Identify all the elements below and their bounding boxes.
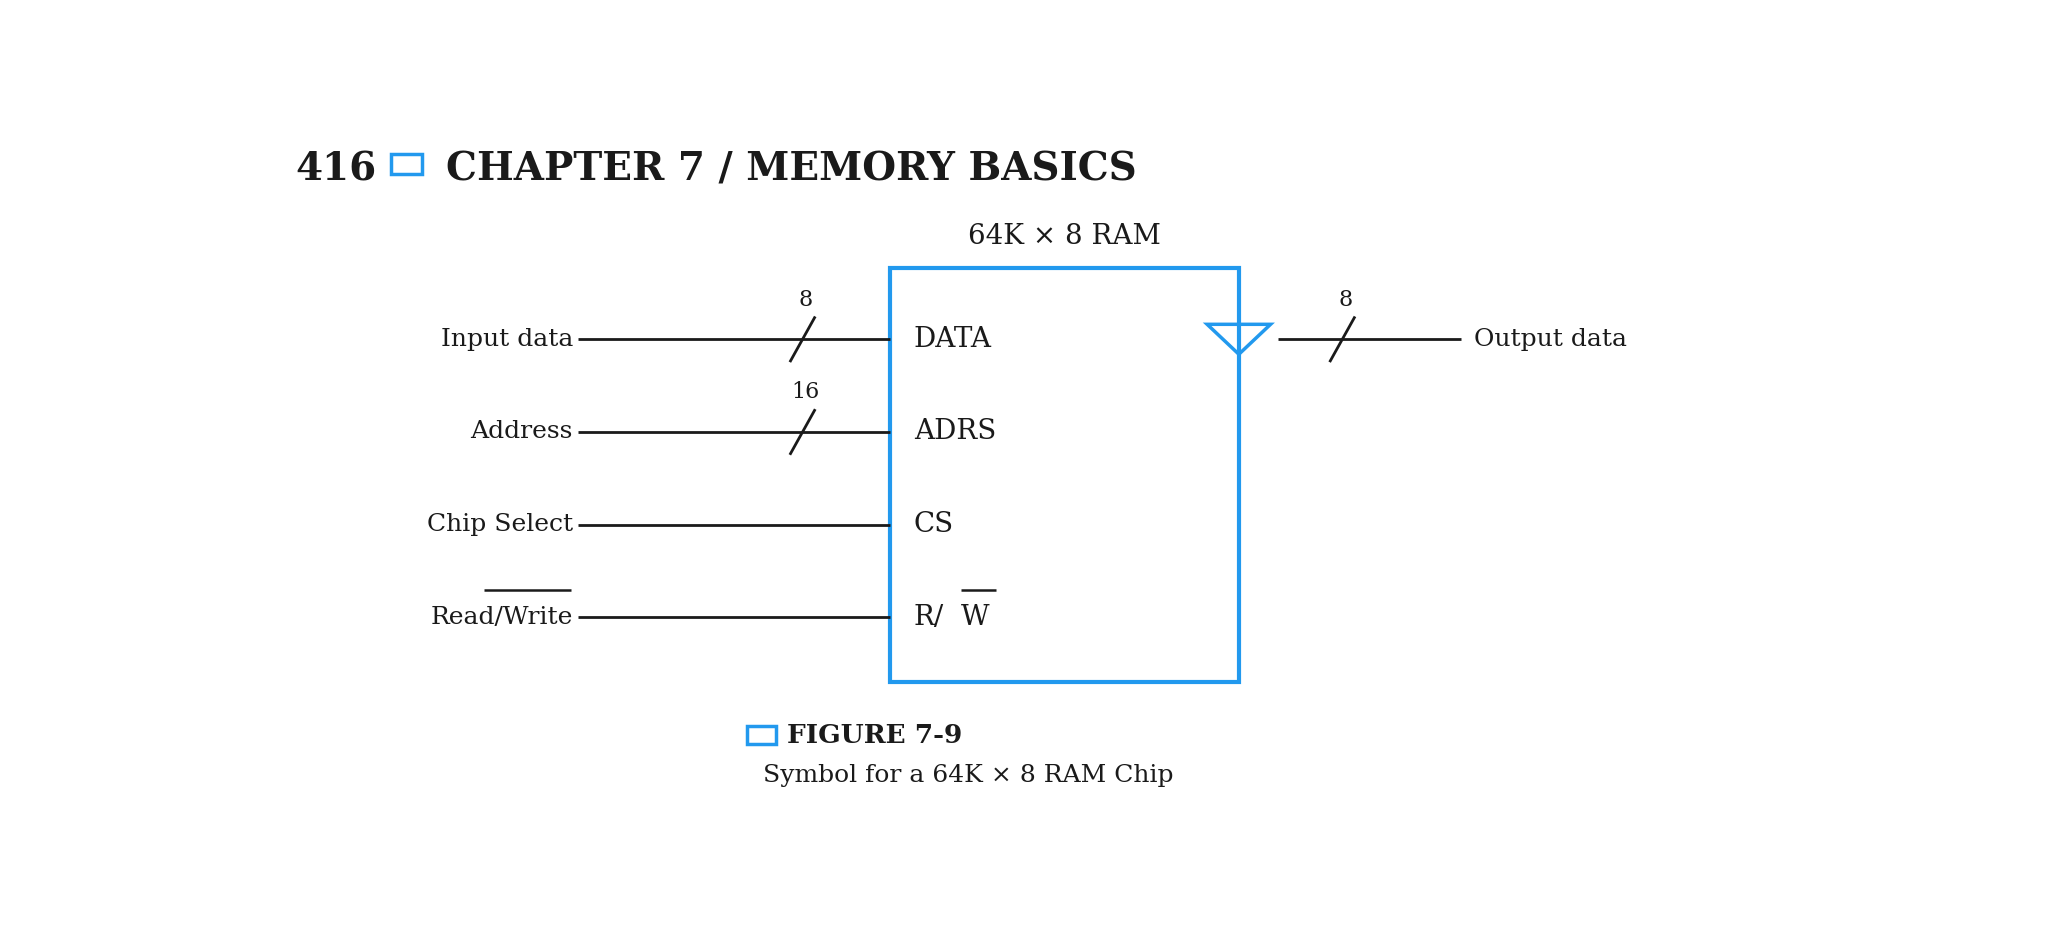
Bar: [391, 154, 421, 174]
Text: 416: 416: [295, 150, 376, 188]
Text: Chip Select: Chip Select: [428, 513, 573, 536]
Text: R/: R/: [915, 604, 943, 631]
Bar: [747, 726, 775, 745]
Text: 8: 8: [1338, 289, 1352, 311]
Text: Input data: Input data: [440, 328, 573, 351]
Text: W: W: [962, 604, 990, 631]
Text: 8: 8: [798, 289, 812, 311]
Text: FIGURE 7-9: FIGURE 7-9: [788, 722, 962, 747]
Text: DATA: DATA: [915, 326, 992, 353]
Bar: [890, 268, 1240, 682]
Text: Output data: Output data: [1473, 328, 1627, 351]
Text: Symbol for a 64K × 8 RAM Chip: Symbol for a 64K × 8 RAM Chip: [763, 764, 1174, 786]
Text: 16: 16: [792, 382, 820, 404]
Text: Read/Write: Read/Write: [430, 606, 573, 629]
Text: CS: CS: [915, 511, 953, 538]
Text: Address: Address: [471, 420, 573, 444]
Text: 64K × 8 RAM: 64K × 8 RAM: [968, 223, 1160, 250]
Text: CHAPTER 7 / MEMORY BASICS: CHAPTER 7 / MEMORY BASICS: [446, 150, 1138, 188]
Text: ADRS: ADRS: [915, 419, 996, 445]
